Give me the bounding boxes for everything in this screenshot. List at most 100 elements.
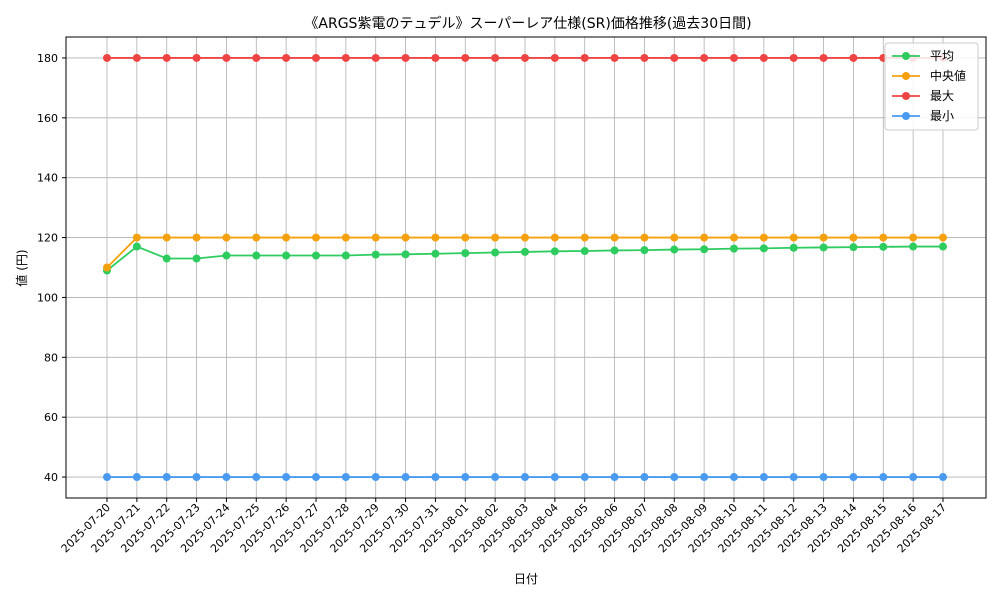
y-tick-label: 140 <box>37 172 58 185</box>
series-2 <box>103 53 947 62</box>
data-point <box>341 251 350 260</box>
data-point <box>162 473 171 482</box>
data-point <box>819 243 828 252</box>
data-point <box>849 473 858 482</box>
data-point <box>670 53 679 62</box>
data-point <box>939 233 947 242</box>
data-point <box>550 53 559 62</box>
data-point <box>879 233 888 242</box>
series-3 <box>103 473 947 482</box>
data-point <box>580 473 589 482</box>
data-point <box>700 245 709 254</box>
data-point <box>132 242 141 251</box>
data-point <box>431 249 440 258</box>
data-point <box>610 246 619 255</box>
data-point <box>670 473 679 482</box>
data-point <box>282 251 291 260</box>
y-axis-ticks: 40 60 80 100 120 140 160 180 <box>37 52 66 484</box>
data-point <box>550 233 559 242</box>
data-point <box>580 53 589 62</box>
data-point <box>461 53 470 62</box>
data-point <box>222 233 231 242</box>
data-point <box>640 246 649 255</box>
legend-label: 中央値 <box>930 68 966 83</box>
data-point <box>312 53 320 62</box>
data-point <box>610 473 619 482</box>
data-point <box>640 53 649 62</box>
data-point <box>819 473 828 482</box>
data-point <box>879 473 888 482</box>
data-point <box>730 244 738 253</box>
data-point <box>222 251 231 260</box>
data-point <box>939 473 947 482</box>
data-point <box>730 233 738 242</box>
series-0 <box>103 242 947 275</box>
y-axis-label: 値 (円) <box>14 249 29 286</box>
data-point <box>700 473 709 482</box>
legend-marker <box>902 52 910 60</box>
data-point <box>849 243 858 252</box>
y-tick-label: 100 <box>37 291 58 304</box>
data-point <box>789 233 798 242</box>
data-point <box>252 233 261 242</box>
data-point <box>759 53 768 62</box>
data-point <box>222 473 231 482</box>
data-point <box>401 53 410 62</box>
data-point <box>312 473 320 482</box>
data-point <box>521 53 529 62</box>
y-tick-label: 80 <box>44 351 58 364</box>
data-point <box>401 233 410 242</box>
data-point <box>849 53 858 62</box>
data-point <box>401 250 410 259</box>
data-point <box>431 473 440 482</box>
data-point <box>312 251 320 260</box>
data-point <box>521 233 529 242</box>
data-point <box>550 473 559 482</box>
data-point <box>282 233 291 242</box>
data-point <box>192 53 201 62</box>
data-point <box>939 242 947 251</box>
data-point <box>192 254 201 263</box>
legend-marker <box>902 112 910 120</box>
y-tick-label: 60 <box>44 411 58 424</box>
y-tick-label: 120 <box>37 232 58 245</box>
data-point <box>580 247 589 256</box>
data-point <box>222 53 231 62</box>
data-point <box>282 473 291 482</box>
data-point <box>461 473 470 482</box>
data-point <box>759 473 768 482</box>
data-point <box>521 473 529 482</box>
series-layer <box>103 53 947 482</box>
data-point <box>162 254 171 263</box>
data-point <box>341 233 350 242</box>
data-point <box>700 53 709 62</box>
data-point <box>341 473 350 482</box>
legend-box <box>884 42 979 131</box>
data-point <box>640 233 649 242</box>
data-point <box>103 263 111 272</box>
data-point <box>192 233 201 242</box>
data-point <box>610 233 619 242</box>
data-point <box>252 473 261 482</box>
y-tick-label: 180 <box>37 52 58 65</box>
data-point <box>132 53 141 62</box>
series-1 <box>103 233 947 272</box>
data-point <box>670 245 679 254</box>
data-point <box>610 53 619 62</box>
data-point <box>461 233 470 242</box>
data-point <box>819 53 828 62</box>
data-point <box>282 53 291 62</box>
data-point <box>909 473 918 482</box>
data-point <box>789 473 798 482</box>
data-point <box>759 244 768 253</box>
data-point <box>909 242 918 251</box>
data-point <box>580 233 589 242</box>
data-point <box>162 53 171 62</box>
data-point <box>461 249 470 258</box>
data-point <box>192 473 201 482</box>
legend-marker <box>902 72 910 80</box>
data-point <box>491 248 500 257</box>
y-tick-label: 40 <box>44 471 58 484</box>
data-point <box>162 233 171 242</box>
data-point <box>640 473 649 482</box>
